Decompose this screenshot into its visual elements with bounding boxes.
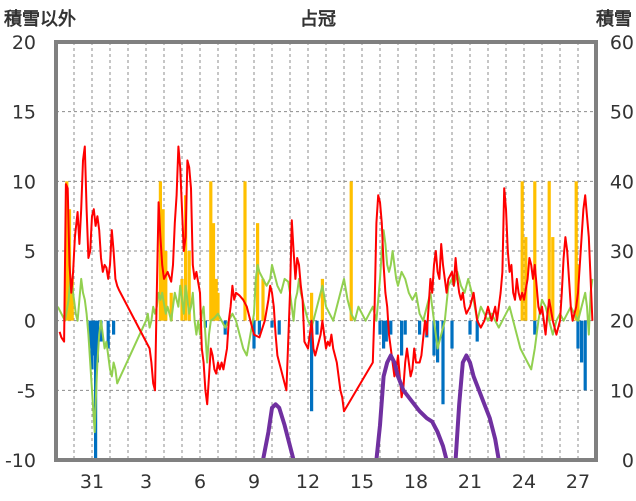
x-tick-label: 27: [566, 471, 590, 493]
precip-bar-positive: [349, 181, 353, 321]
temperature-line: [58, 145, 594, 413]
x-tick-label: 21: [458, 471, 482, 493]
precip-bar-positive: [243, 181, 247, 321]
left-tick-label: -5: [17, 380, 36, 402]
precip-bar-negative: [580, 320, 584, 363]
series-lines: [56, 145, 596, 462]
precip-bar-negative: [92, 320, 96, 356]
precip-bar-positive: [547, 181, 551, 321]
right-tick-label: 10: [610, 380, 634, 402]
precip-bar-positive: [520, 181, 524, 321]
precip-bar-negative: [432, 320, 436, 356]
precip-bar-negative: [382, 320, 386, 349]
precip-bar-negative: [403, 320, 407, 335]
x-tick-label: 15: [350, 471, 374, 493]
precip-bar-negative: [106, 320, 110, 349]
right-tick-label: 40: [610, 171, 634, 193]
x-tick-label: 31: [80, 471, 104, 493]
precip-bar-negative: [95, 320, 99, 363]
precip-bar-positive: [164, 251, 168, 321]
precip-bar-negative: [90, 320, 94, 370]
left-tick-label: 20: [12, 32, 36, 54]
precip-bar-positive: [320, 278, 324, 321]
precip-bar-negative: [389, 320, 393, 335]
precip-bar-negative: [257, 320, 261, 335]
right-tick-label: 0: [622, 450, 634, 472]
precip-bar-negative: [315, 320, 319, 335]
precip-bar-negative: [384, 320, 388, 342]
precip-bar-positive: [209, 181, 213, 321]
left-tick-label: 5: [24, 241, 36, 263]
precip-bar-negative: [533, 320, 537, 335]
left-tick-label: -10: [5, 450, 36, 472]
precip-bar-negative: [576, 320, 580, 349]
precip-bar-negative: [277, 320, 281, 335]
snow_depth-line: [56, 353, 596, 462]
left-tick-label: 0: [24, 311, 36, 333]
precip-bar-negative: [99, 320, 103, 342]
precip-bar-positive: [574, 181, 578, 321]
right-tick-label: 30: [610, 241, 634, 263]
x-tick-label: 3: [140, 471, 152, 493]
precip-bar-negative: [475, 320, 479, 342]
x-tick-label: 12: [296, 471, 320, 493]
precip-bar-positive: [184, 195, 188, 321]
precip-bar-positive: [216, 292, 220, 321]
chart-title: 占冠: [300, 8, 336, 30]
precip-bar-negative: [310, 320, 314, 412]
precip-bar-negative: [378, 320, 382, 335]
plot-frame: [54, 40, 598, 462]
grid-lines: [56, 42, 596, 460]
left-tick-label: 10: [12, 171, 36, 193]
right-tick-label: 50: [610, 102, 634, 124]
left-tick-label: 15: [12, 102, 36, 124]
x-tick-label: 9: [248, 471, 260, 493]
right-tick-label: 20: [610, 311, 634, 333]
precip-bar-positive: [211, 223, 216, 321]
precip-bar-positive: [214, 278, 218, 321]
precip-bar-negative: [583, 320, 587, 391]
precip-bar-positive: [187, 251, 191, 321]
precip-bar-positive: [533, 181, 537, 321]
right-axis-label: 積雪: [595, 8, 632, 30]
precip-bar-positive: [524, 237, 528, 321]
precip-bar-negative: [441, 320, 445, 405]
precip-bar-positive: [261, 278, 265, 321]
precip-bar-positive: [310, 292, 314, 321]
precip-bar-negative: [418, 320, 422, 335]
precip-bar-negative: [450, 320, 454, 349]
x-tick-label: 24: [512, 471, 536, 493]
precip-bar-negative: [270, 320, 274, 328]
precip-bar-positive: [65, 181, 69, 321]
x-tick-label: 6: [194, 471, 206, 493]
precip-bar-negative: [88, 320, 92, 349]
precip-bar-negative: [112, 320, 116, 335]
x-tick-label: 18: [404, 471, 428, 493]
precip-bar-positive: [169, 292, 173, 321]
left-axis-label: 積雪以外: [3, 8, 76, 30]
precip-bar-positive: [70, 278, 74, 321]
precip-bar-negative: [400, 320, 404, 356]
precip-bar-negative: [468, 320, 472, 335]
precip-bar-positive: [551, 237, 555, 321]
right-tick-label: 60: [610, 32, 634, 54]
